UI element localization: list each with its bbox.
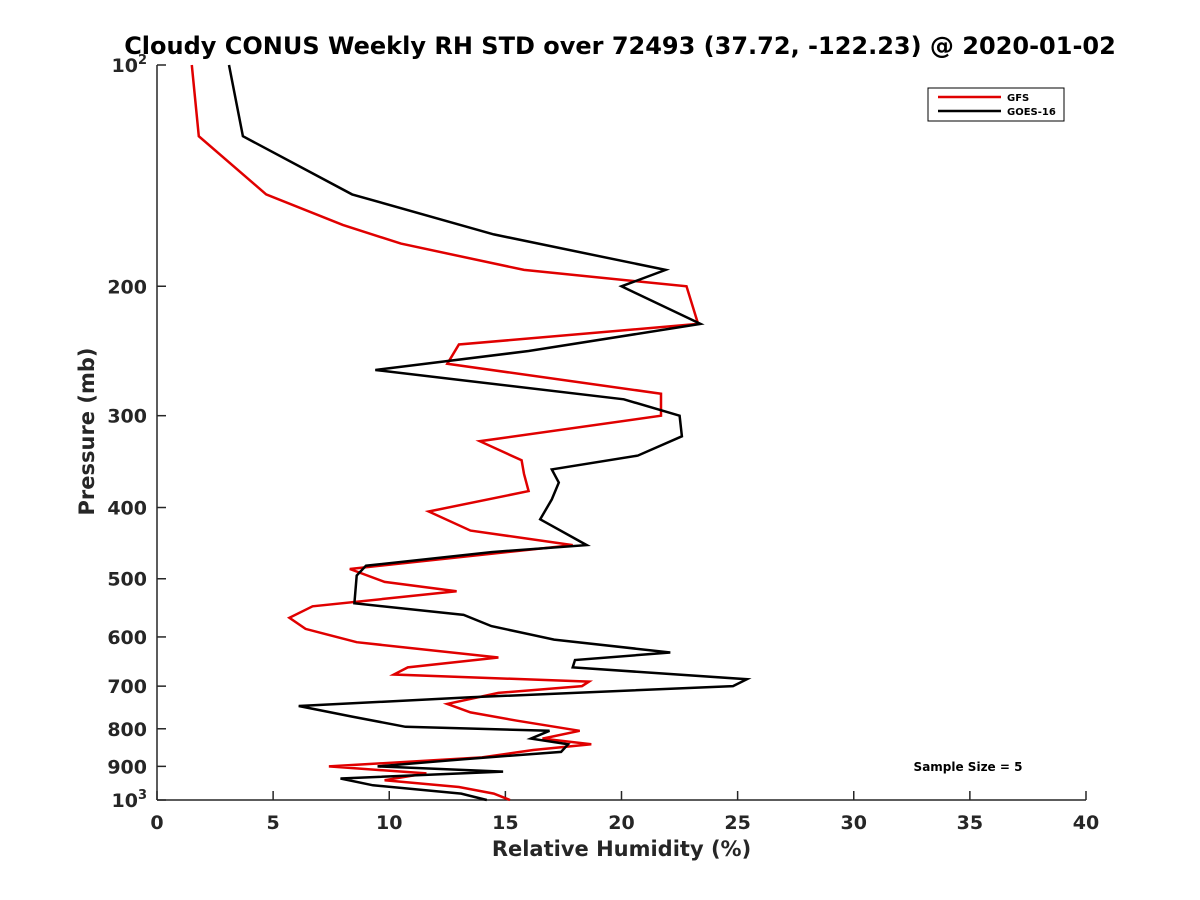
x-tick-label: 0	[150, 812, 163, 834]
legend-label-goes-16: GOES-16	[1007, 107, 1056, 118]
y-tick-label: 200	[107, 276, 147, 298]
sample-size-annotation: Sample Size = 5	[914, 760, 1023, 774]
series-line-goes-16	[227, 64, 752, 802]
x-tick-label: 30	[841, 812, 867, 834]
x-tick-label: 5	[267, 812, 280, 834]
y-tick-label: 700	[107, 676, 147, 698]
y-tick-label: 900	[107, 756, 147, 778]
x-axis-ticks: 0 5 10 15 20 25 30 35 40	[150, 791, 1099, 834]
plot-area: 0 5 10 15 20 25 30 35 40 102 200 300 400 500 600 700 80…	[107, 53, 1099, 834]
y-tick-label: 600	[107, 627, 147, 649]
y-tick-label: 800	[107, 719, 147, 741]
x-tick-label: 10	[376, 812, 402, 834]
y-axis-ticks: 102 200 300 400 500 600 700 800 900 103	[107, 53, 166, 812]
x-tick-label: 35	[957, 812, 983, 834]
y-tick-label: 102	[112, 53, 148, 77]
x-axis-label: Relative Humidity (%)	[492, 837, 751, 861]
series-line-gfs	[190, 64, 700, 802]
y-axis-label: Pressure (mb)	[75, 348, 99, 516]
legend-box	[927, 87, 1065, 122]
legend-label-gfs: GFS	[1007, 93, 1029, 104]
y-tick-label: 500	[107, 569, 147, 591]
y-tick-label: 103	[112, 788, 148, 812]
series-lines	[190, 64, 752, 802]
y-tick-label: 400	[107, 498, 147, 520]
legend: GFS GOES-16	[927, 87, 1065, 122]
chart-title: Cloudy CONUS Weekly RH STD over 72493 (3…	[124, 32, 1116, 60]
x-tick-label: 15	[492, 812, 518, 834]
x-tick-label: 40	[1073, 812, 1099, 834]
y-tick-label: 300	[107, 406, 147, 428]
x-tick-label: 25	[724, 812, 750, 834]
x-tick-label: 20	[608, 812, 634, 834]
